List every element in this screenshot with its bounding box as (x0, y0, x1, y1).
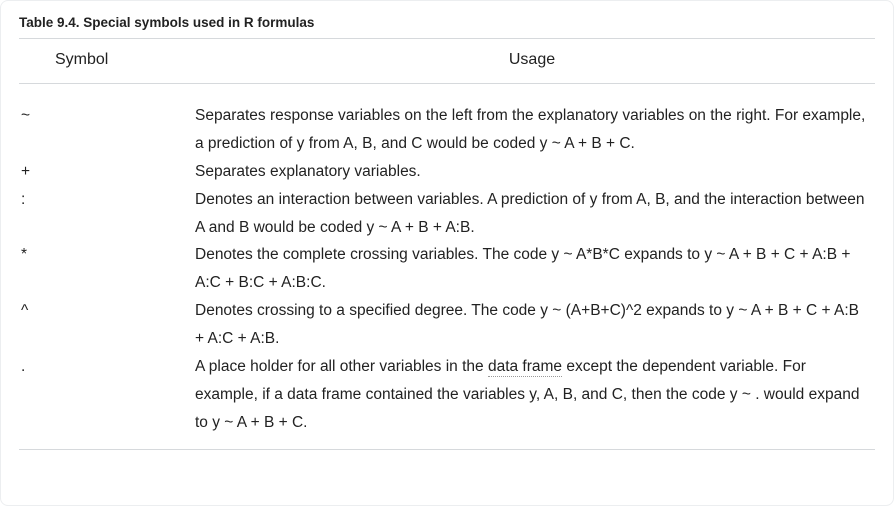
table-header-row: Symbol Usage (19, 39, 875, 84)
table-row: : Denotes an interaction between variabl… (19, 186, 875, 242)
table-row: ~ Separates response variables on the le… (19, 84, 875, 158)
symbol-cell: ^ (19, 297, 189, 353)
col-header-usage: Usage (189, 39, 875, 84)
usage-cell: Denotes an interaction between variables… (189, 186, 875, 242)
table-bottom-rule (19, 449, 875, 450)
table-card: Table 9.4. Special symbols used in R for… (0, 0, 894, 506)
col-header-symbol: Symbol (19, 39, 189, 84)
table-row: * Denotes the complete crossing variable… (19, 241, 875, 297)
usage-cell: Separates response variables on the left… (189, 84, 875, 158)
usage-cell: Denotes crossing to a specified degree. … (189, 297, 875, 353)
table-row: . A place holder for all other variables… (19, 353, 875, 449)
table-row: + Separates explanatory variables. (19, 158, 875, 186)
table-caption: Table 9.4. Special symbols used in R for… (19, 15, 875, 39)
usage-cell: Denotes the complete crossing variables.… (189, 241, 875, 297)
symbols-table: Symbol Usage ~ Separates response variab… (19, 39, 875, 450)
usage-cell: A place holder for all other variables i… (189, 353, 875, 449)
symbol-cell: : (19, 186, 189, 242)
symbol-cell: + (19, 158, 189, 186)
symbol-cell: ~ (19, 84, 189, 158)
usage-cell: Separates explanatory variables. (189, 158, 875, 186)
symbol-cell: . (19, 353, 189, 449)
symbol-cell: * (19, 241, 189, 297)
table-row: ^ Denotes crossing to a specified degree… (19, 297, 875, 353)
